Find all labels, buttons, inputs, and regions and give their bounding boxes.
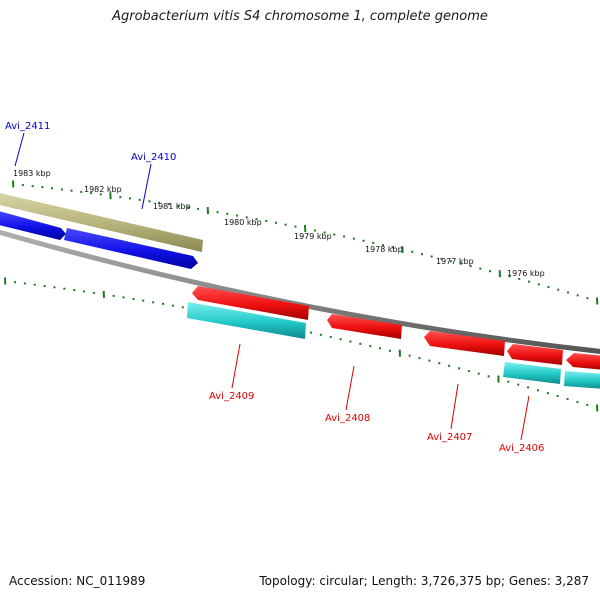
feature-label-avi-2410[interactable]: Avi_2410 [131,152,176,163]
map-title: Agrobacterium vitis S4 chromosome 1, com… [112,9,488,24]
kbp-label-1982: 1982 kbp [84,185,122,194]
leader-line-avi-2409 [231,343,241,389]
forward-tick-row [12,180,599,305]
reverse-cds-arrow-avi-2409 [192,286,309,320]
feature-label-avi-2407[interactable]: Avi_2407 [427,432,472,443]
kbp-label-1979: 1979 kbp [294,232,332,241]
feature-label-avi-2409[interactable]: Avi_2409 [209,391,254,402]
kbp-label-1980: 1980 kbp [224,218,262,227]
reverse-cds-arrow-avi-2406 [507,344,563,365]
leader-line-avi-2406 [520,395,530,441]
reverse-gene-band-1 [187,302,306,339]
kbp-label-1978: 1978 kbp [365,245,403,254]
reverse-cds-arrow-avi-2405 [566,353,600,370]
forward-gene-band [0,193,203,252]
kbp-label-1981: 1981 kbp [153,202,191,211]
feature-label-avi-2406[interactable]: Avi_2406 [499,443,544,454]
reverse-gene-band-3 [564,371,600,389]
reverse-cds-arrow-avi-2408 [327,314,402,339]
leader-line-avi-2407 [450,383,459,430]
feature-label-avi-2411[interactable]: Avi_2411 [5,121,50,132]
kbp-label-1976: 1976 kbp [507,269,545,278]
forward-cds-arrow-avi-2411 [0,211,66,240]
reverse-gene-band-2 [503,362,561,384]
accession-text: Accession: NC_011989 [9,574,146,588]
leader-line-avi-2410 [141,163,152,210]
kbp-label-1983: 1983 kbp [13,169,51,178]
reverse-cds-arrow-avi-2407 [424,331,505,356]
forward-cds-arrow-avi-2410 [64,228,198,269]
reverse-tick-row [4,277,599,412]
leader-line-avi-2408 [345,365,355,411]
feature-label-avi-2408[interactable]: Avi_2408 [325,413,370,424]
kbp-label-1977: 1977 kbp [436,257,474,266]
leader-line-avi-2411 [14,132,25,167]
genome-stats-text: Topology: circular; Length: 3,726,375 bp… [259,574,589,588]
